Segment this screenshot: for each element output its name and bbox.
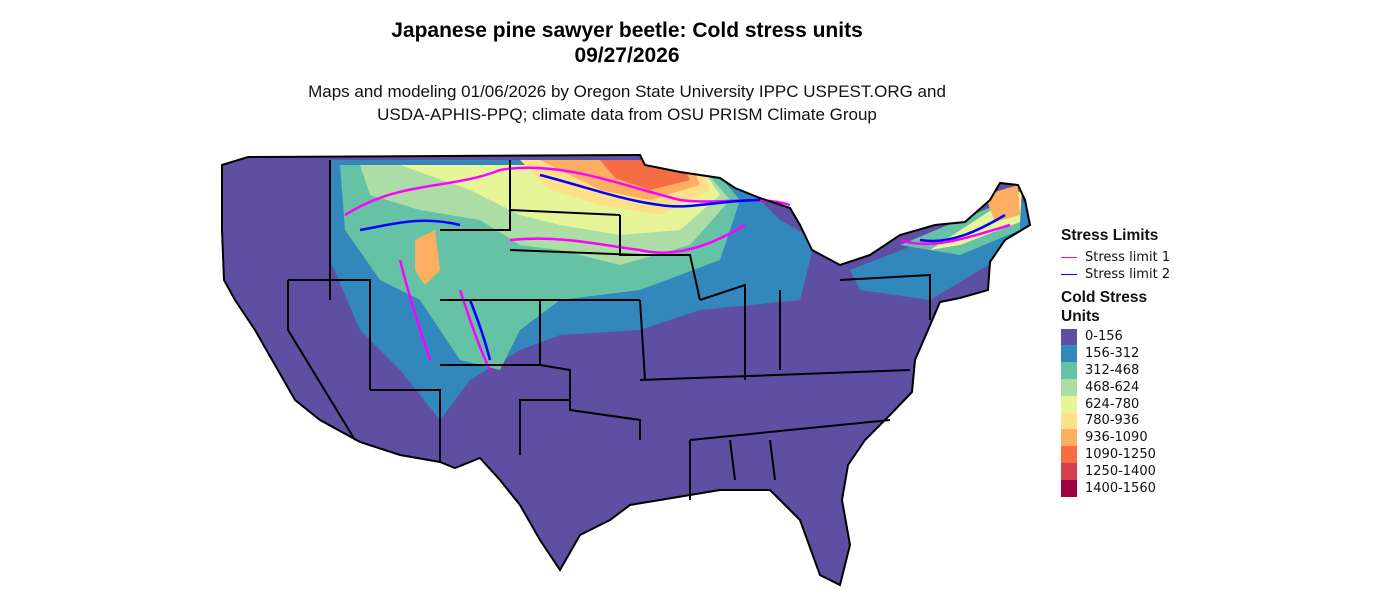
legend-label: Stress limit 1 [1085, 249, 1171, 265]
legend: Stress Limits Stress limit 1 Stress limi… [1061, 226, 1170, 497]
legend-item-units: 936-1090 [1061, 429, 1170, 447]
legend-item-units: 780-936 [1061, 412, 1170, 430]
legend-label: 936-1090 [1085, 430, 1148, 446]
legend-item-stress-limit-1: Stress limit 1 [1061, 249, 1170, 266]
legend-label: 1090-1250 [1085, 447, 1156, 463]
stress-raster [222, 155, 1030, 585]
color-swatch [1061, 462, 1077, 480]
units-title-2: Units [1061, 307, 1100, 325]
legend-label: 0-156 [1085, 329, 1123, 345]
color-swatch [1061, 362, 1077, 379]
map-title: Japanese pine sawyer beetle: Cold stress… [391, 19, 863, 42]
color-swatch [1061, 345, 1077, 363]
legend-label: 1250-1400 [1085, 463, 1156, 479]
units-title-1: Cold Stress [1061, 288, 1148, 306]
color-swatch [1061, 446, 1077, 463]
color-swatch [1061, 429, 1077, 447]
legend-label: 624-780 [1085, 396, 1140, 412]
color-swatch [1061, 378, 1077, 396]
legend-label: 1400-1560 [1085, 480, 1156, 496]
state-borders [221, 154, 1031, 586]
legend-item-units: 624-780 [1061, 395, 1170, 413]
stress-limit-lines [344, 166, 1011, 371]
map-date: 09/27/2026 [574, 44, 680, 67]
legend-item-units: 1250-1400 [1061, 462, 1170, 480]
stress-limits-title: Stress Limits [1061, 227, 1159, 244]
legend-item-units: 468-624 [1061, 378, 1170, 396]
color-swatch [1061, 328, 1077, 346]
line-swatch [1061, 256, 1077, 258]
color-swatch [1061, 479, 1077, 497]
map-subtitle-2: USDA-APHIS-PPQ; climate data from OSU PR… [377, 105, 877, 124]
color-swatch [1061, 395, 1077, 413]
legend-label: 780-936 [1085, 413, 1140, 429]
legend-item-units: 0-156 [1061, 328, 1170, 346]
color-swatch [1061, 412, 1077, 430]
legend-item-units: 312-468 [1061, 362, 1170, 379]
legend-label: 312-468 [1085, 363, 1140, 379]
legend-item-stress-limit-2: Stress limit 2 [1061, 266, 1170, 283]
legend-label: 156-312 [1085, 346, 1140, 362]
legend-item-units: 156-312 [1061, 345, 1170, 363]
map-subtitle-1: Maps and modeling 01/06/2026 by Oregon S… [308, 82, 946, 101]
legend-item-units: 1090-1250 [1061, 446, 1170, 463]
legend-item-units: 1400-1560 [1061, 479, 1170, 497]
legend-label: 468-624 [1085, 379, 1140, 395]
line-swatch [1061, 273, 1077, 275]
legend-label: Stress limit 2 [1085, 266, 1171, 282]
